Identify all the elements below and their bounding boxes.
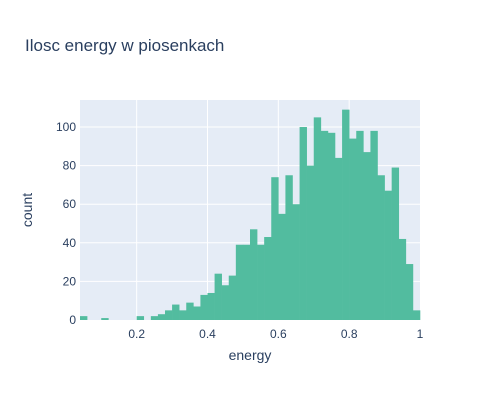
y-axis-title: count (19, 193, 35, 227)
histogram-bar (264, 237, 272, 320)
y-tick-label: 20 (63, 274, 77, 288)
x-tick-label: 0.2 (128, 327, 145, 341)
histogram-bar (101, 318, 109, 320)
histogram-bar (235, 244, 244, 320)
histogram-bar (271, 177, 279, 320)
histogram-bar (80, 316, 88, 320)
histogram-bar (250, 229, 258, 320)
histogram-bar (172, 304, 180, 320)
histogram-bar (214, 273, 222, 320)
bars (80, 109, 421, 320)
x-tick-label: 0.4 (199, 327, 216, 341)
histogram-bar (257, 244, 265, 320)
y-tick-label: 0 (69, 313, 76, 327)
histogram-bar (342, 109, 350, 320)
histogram-bar (242, 244, 251, 320)
histogram-bar (370, 130, 378, 320)
histogram-bar (335, 157, 343, 320)
histogram-bar (292, 204, 300, 320)
histogram-bar (221, 285, 230, 320)
chart-title: Ilosc energy w piosenkach (25, 36, 224, 55)
histogram-bar (349, 138, 357, 320)
histogram-bar (228, 275, 237, 320)
histogram-bar (186, 302, 194, 320)
histogram-bar (278, 213, 286, 320)
histogram-bar (299, 127, 307, 320)
y-tick-label: 40 (63, 236, 77, 250)
histogram-bar (157, 314, 166, 320)
y-tick-label: 100 (56, 120, 76, 134)
x-tick-label: 0.6 (270, 327, 287, 341)
histogram-bar (207, 292, 215, 320)
histogram-bar (391, 167, 400, 320)
histogram-bar (356, 130, 364, 320)
histogram-bar (384, 190, 392, 320)
histogram-bar (285, 175, 293, 320)
histogram-bar (320, 130, 329, 320)
histogram-bar (136, 316, 145, 320)
histogram-bar (306, 165, 315, 320)
y-tick-label: 60 (63, 197, 77, 211)
histogram-bar (165, 310, 173, 320)
histogram-bar (405, 264, 414, 320)
histogram-bar (363, 152, 371, 320)
histogram-bar (377, 175, 385, 320)
x-axis-title: energy (229, 347, 272, 363)
y-axis-ticks: 0 20 40 60 80 100 (56, 120, 76, 327)
histogram-bar (327, 132, 336, 320)
histogram-bar (150, 316, 159, 320)
histogram-bar (193, 306, 201, 320)
histogram-bar (200, 294, 208, 320)
histogram-bar (313, 117, 322, 320)
histogram-bar (179, 310, 187, 320)
x-tick-label: 0.8 (341, 327, 358, 341)
histogram-bar (412, 310, 421, 320)
y-tick-label: 80 (63, 159, 77, 173)
x-axis-ticks: 0.2 0.4 0.6 0.8 1 (128, 327, 423, 341)
x-tick-label: 1 (417, 327, 424, 341)
histogram-bar (398, 238, 407, 320)
